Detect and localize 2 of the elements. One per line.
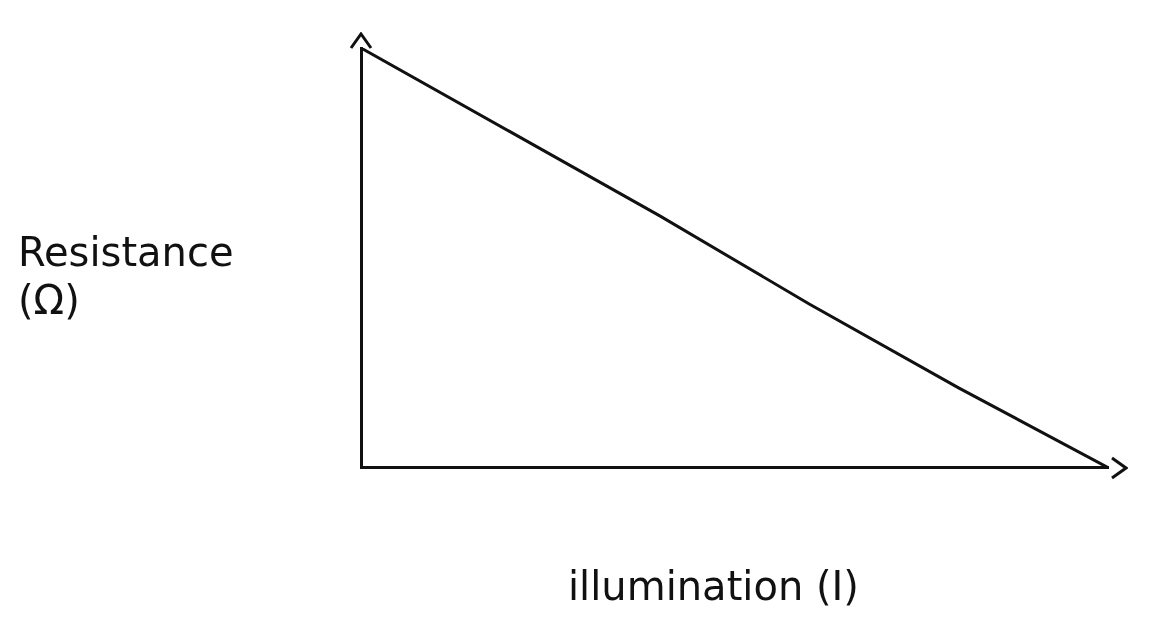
- x-axis-title: illumination (I): [568, 563, 859, 609]
- y-axis-title: Resistance (Ω): [18, 228, 234, 324]
